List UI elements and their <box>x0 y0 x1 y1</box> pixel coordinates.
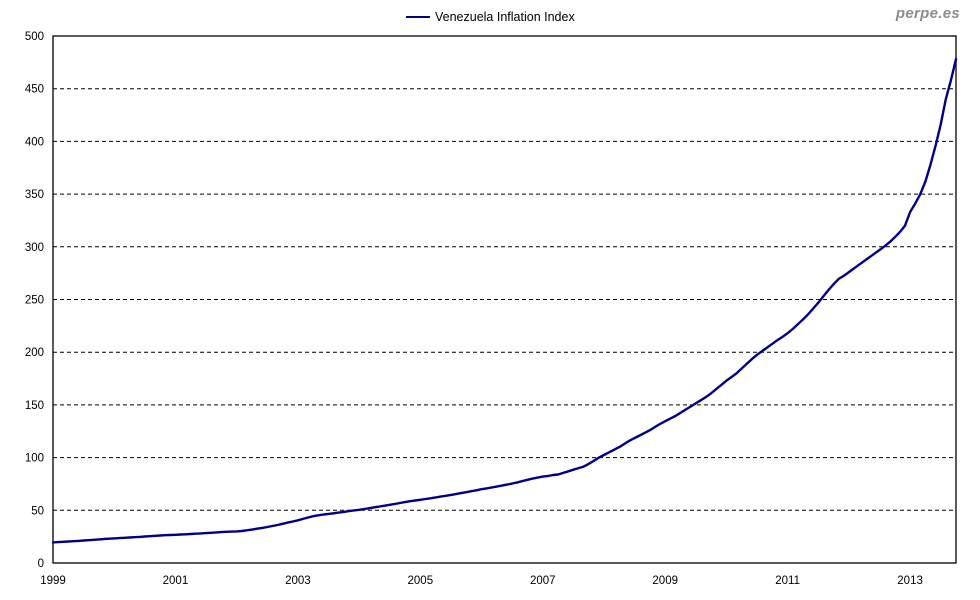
plot-frame <box>52 35 957 564</box>
y-axis-tick-label: 350 <box>25 189 44 201</box>
x-axis-tick-label: 2001 <box>163 575 189 587</box>
y-axis-tick-label: 0 <box>38 558 44 570</box>
x-axis-tick-label: 2003 <box>285 575 311 587</box>
y-axis-tick-label: 250 <box>25 295 44 307</box>
y-axis-tick-label: 150 <box>25 400 44 412</box>
legend-line-sample <box>406 16 430 18</box>
y-axis-tick-label: 50 <box>31 505 44 517</box>
x-axis-tick-label: 1999 <box>40 575 66 587</box>
y-axis-tick-label: 300 <box>25 242 44 254</box>
x-axis-tick-label: 2011 <box>775 575 800 587</box>
y-axis-tick-label: 100 <box>25 453 44 465</box>
x-axis-tick-label: 2005 <box>408 575 434 587</box>
x-axis-tick-label: 2013 <box>897 575 923 587</box>
y-axis-tick-label: 450 <box>25 84 44 96</box>
chart-legend: Venezuela Inflation Index <box>406 10 575 24</box>
y-axis-tick-label: 400 <box>25 136 44 148</box>
y-axis-tick-label: 200 <box>25 347 44 359</box>
watermark-perpe: perpe.es <box>895 5 960 22</box>
legend-label: Venezuela Inflation Index <box>435 10 575 24</box>
x-axis-tick-label: 2009 <box>652 575 678 587</box>
y-axis-tick-label: 500 <box>25 31 44 43</box>
x-axis-tick-label: 2007 <box>530 575 556 587</box>
data-series-line <box>51 58 958 544</box>
